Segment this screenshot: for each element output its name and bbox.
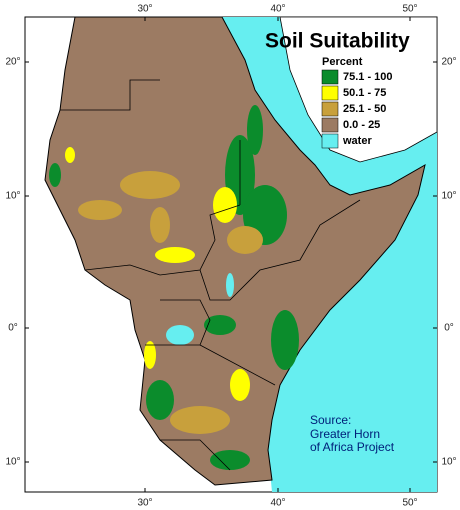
longitude-label: 40° <box>270 4 285 15</box>
latitude-label: 0° <box>8 323 18 334</box>
source-line: Greater Horn <box>310 427 380 441</box>
legend-swatch <box>321 133 339 149</box>
legend-swatch <box>321 69 339 85</box>
legend-swatch <box>321 101 339 117</box>
longitude-label: 40° <box>270 498 285 509</box>
graticule-labels: 30° 30° 40° 40° 50° 50° 20° 20° 10° 10° 0° 0° 10° 10° <box>5 4 456 509</box>
legend: 75.1 - 100 50.1 - 75 25.1 - 50 0.0 - 25 wate… <box>321 69 393 149</box>
source-line: of Africa Project <box>310 440 395 454</box>
latitude-label: 20° <box>441 57 456 68</box>
source-note: Source: Greater Horn of Africa Project <box>310 413 395 454</box>
arabia <box>279 16 438 163</box>
legend-label: 0.0 - 25 <box>343 119 380 131</box>
legend-swatch <box>321 117 339 133</box>
soil-patches <box>49 105 299 470</box>
longitude-label: 30° <box>137 4 152 15</box>
latitude-label: 0° <box>444 323 454 334</box>
latitude-label: 10° <box>5 457 20 468</box>
latitude-label: 20° <box>5 57 20 68</box>
latitude-label: 10° <box>441 191 456 202</box>
source-line: Source: <box>310 413 351 427</box>
legend-label: water <box>342 135 372 147</box>
borders <box>60 79 361 471</box>
legend-label: 75.1 - 100 <box>343 71 393 83</box>
longitude-label: 30° <box>137 498 152 509</box>
longitude-label: 50° <box>402 4 417 15</box>
map-title: Soil Suitability <box>265 30 410 53</box>
legend-label: 25.1 - 50 <box>343 103 386 115</box>
longitude-label: 50° <box>402 498 417 509</box>
legend-swatch <box>321 85 339 101</box>
legend-label: 50.1 - 75 <box>343 87 386 99</box>
legend-title: Percent <box>322 56 363 68</box>
latitude-label: 10° <box>441 457 456 468</box>
latitude-label: 10° <box>5 191 20 202</box>
